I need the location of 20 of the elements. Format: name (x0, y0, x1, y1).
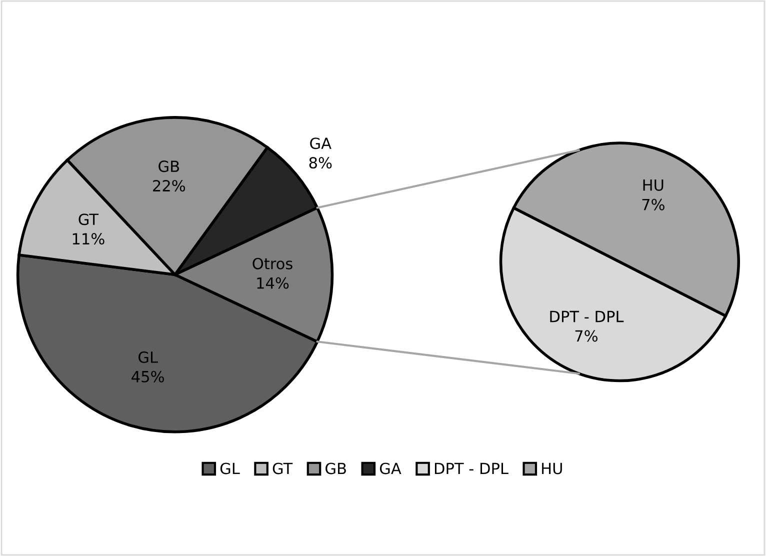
slice-label: GT (78, 214, 99, 226)
category-label: HU (542, 462, 562, 474)
slice-label: GL (138, 351, 158, 363)
slice-label: Otros (252, 258, 292, 270)
data-label: 22% (153, 180, 186, 192)
slice-label: DPT - DPL (550, 310, 624, 322)
data-label: 7% (575, 330, 598, 342)
data-label: 45% (132, 370, 164, 382)
slice-label: GB (158, 160, 179, 172)
data-label: 11% (72, 233, 104, 245)
legend-label: GA (380, 462, 402, 474)
data-label: 8% (309, 157, 332, 169)
slice-label: HU (643, 180, 664, 191)
legend-label: GL (220, 462, 240, 474)
legend-label: GB (326, 462, 346, 474)
legend-label: GT (272, 462, 293, 474)
slice-label: GA (310, 138, 332, 150)
data-label: 7% (642, 198, 664, 210)
data-label: 14% (257, 277, 289, 289)
legend-label: DPT - DPL (434, 462, 508, 474)
